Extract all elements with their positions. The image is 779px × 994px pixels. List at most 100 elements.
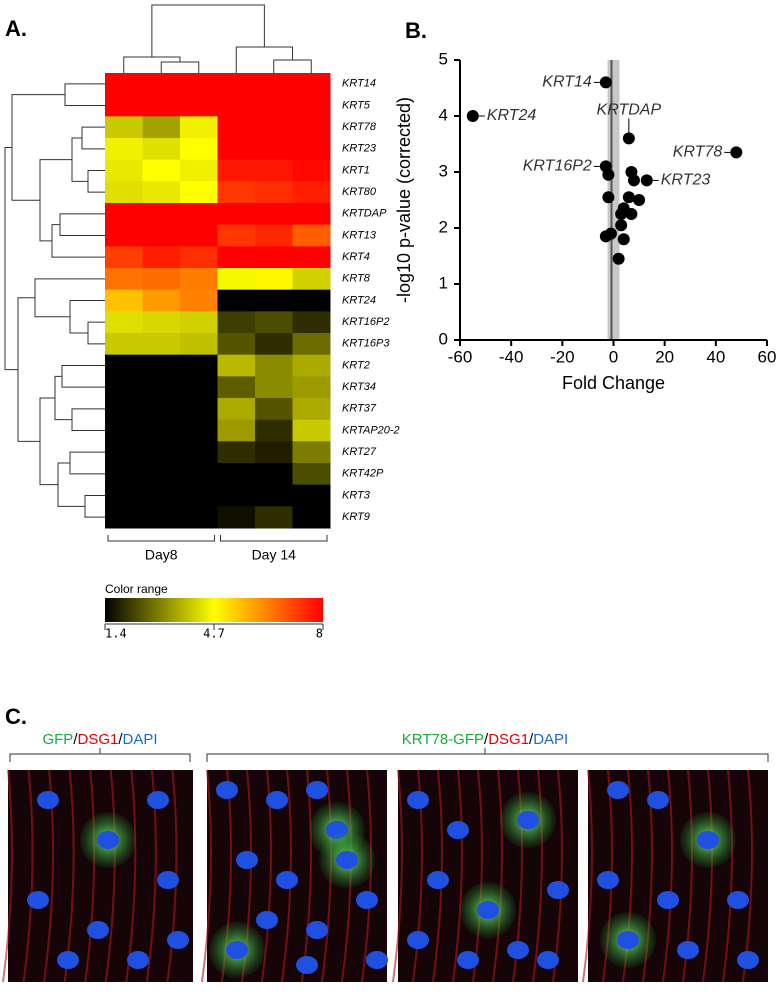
- heatmap-cell: [142, 268, 181, 291]
- heatmap-cell: [180, 116, 218, 139]
- nucleus: [677, 941, 699, 959]
- heatmap-cell: [142, 203, 181, 226]
- x-tick-label: 60: [758, 347, 777, 366]
- heatmap-cell: [255, 463, 293, 486]
- heatmap-cell: [180, 246, 218, 269]
- dendrogram: [54, 375, 72, 421]
- nucleus: [236, 851, 258, 869]
- heatmap-cell: [292, 94, 331, 117]
- heatmap-cell: [142, 398, 181, 421]
- heatmap-cell: [255, 181, 293, 204]
- row-label: KRT13: [342, 229, 377, 241]
- heatmap-cell: [292, 116, 331, 139]
- row-label: KRT8: [342, 273, 371, 285]
- nucleus: [27, 891, 49, 909]
- membrane: [582, 769, 593, 983]
- membrane: [201, 769, 212, 983]
- nucleus: [336, 851, 358, 869]
- point-label: KRTDAP: [597, 102, 662, 119]
- nucleus: [507, 941, 529, 959]
- row-label: KRT24: [342, 294, 376, 306]
- heatmap-cell: [105, 506, 143, 529]
- panel-label: C.: [5, 704, 27, 729]
- nucleus: [216, 781, 238, 799]
- heatmap-cell: [180, 181, 218, 204]
- heatmap-cell: [255, 419, 293, 442]
- heatmap-cell: [217, 311, 256, 334]
- nucleus: [447, 821, 469, 839]
- heatmap-cell: [180, 484, 218, 507]
- heatmap-cell: [255, 441, 293, 464]
- heatmap-cell: [180, 268, 218, 291]
- nucleus: [647, 791, 669, 809]
- heatmap-cell: [180, 224, 218, 247]
- heatmap-cell: [217, 268, 256, 291]
- heatmap-cell: [142, 181, 181, 204]
- dendrogram: [273, 59, 312, 73]
- heatmap-cell: [142, 484, 181, 507]
- heatmap-cell: [142, 463, 181, 486]
- heatmap-cell: [255, 354, 293, 377]
- heatmap-cell: [180, 419, 218, 442]
- heatmap-cell: [142, 289, 181, 312]
- nucleus: [657, 891, 679, 909]
- dendrogram: [87, 170, 105, 193]
- stain-label-part: /: [73, 731, 78, 748]
- membrane: [722, 769, 733, 983]
- y-tick-label: 2: [439, 217, 448, 236]
- heatmap-cell: [180, 333, 218, 356]
- dendrogram: [61, 365, 105, 388]
- row-label: KRT4: [342, 251, 370, 263]
- dendrogram: [81, 126, 105, 150]
- x-tick-label: -60: [448, 347, 473, 366]
- stain-label: KRT78-GFP/DSG1/DAPI: [402, 731, 568, 748]
- heatmap-cell: [217, 354, 256, 377]
- dendrogram: [84, 495, 105, 518]
- heatmap-cell: [142, 159, 181, 182]
- heatmap-cell: [255, 138, 293, 161]
- membrane: [84, 769, 96, 983]
- nucleus: [266, 791, 288, 809]
- panel-label: A.: [5, 16, 27, 41]
- row-label: KRT2: [342, 359, 370, 371]
- scatter-point: [615, 208, 628, 220]
- heatmap-cell: [217, 159, 256, 182]
- row-label: KRTAP20-2: [342, 424, 400, 436]
- heatmap-cell: [105, 73, 143, 96]
- membrane: [702, 769, 713, 983]
- heatmap-cell: [105, 333, 143, 356]
- dendrogram: [160, 61, 200, 73]
- stain-label-part: DSG1: [77, 731, 118, 748]
- dendrogram: [71, 137, 88, 182]
- x-tick-label: -40: [499, 347, 524, 366]
- bracket: [206, 748, 769, 762]
- row-label: KRT9: [342, 511, 370, 523]
- heatmap-cell: [292, 506, 331, 529]
- colorbar-tick-label: 4.7: [203, 627, 225, 641]
- heatmap-cell: [255, 506, 293, 529]
- heatmap-cell: [105, 289, 143, 312]
- heatmap-cell: [292, 138, 331, 161]
- heatmap-cell: [292, 463, 331, 486]
- nucleus: [87, 921, 109, 939]
- heatmap-cell: [105, 463, 143, 486]
- y-axis-label: -log10 p-value (corrected): [394, 97, 414, 303]
- nucleus: [97, 831, 119, 849]
- heatmap-cell: [292, 354, 331, 377]
- row-label: KRT5: [342, 99, 371, 111]
- nucleus: [597, 871, 619, 889]
- scatter-point: [625, 208, 638, 220]
- membrane: [2, 769, 13, 983]
- heatmap-cell: [217, 506, 256, 529]
- heatmap-cell: [292, 203, 331, 226]
- nucleus: [407, 791, 429, 809]
- scatter-point: [633, 194, 646, 206]
- nucleus: [157, 871, 179, 889]
- dendrogram: [71, 408, 105, 431]
- dendrogram: [87, 321, 105, 345]
- heatmap-cell: [255, 94, 293, 117]
- heatmap-cell: [142, 376, 181, 399]
- row-label: KRT37: [342, 403, 377, 415]
- heatmap-cell: [105, 398, 143, 421]
